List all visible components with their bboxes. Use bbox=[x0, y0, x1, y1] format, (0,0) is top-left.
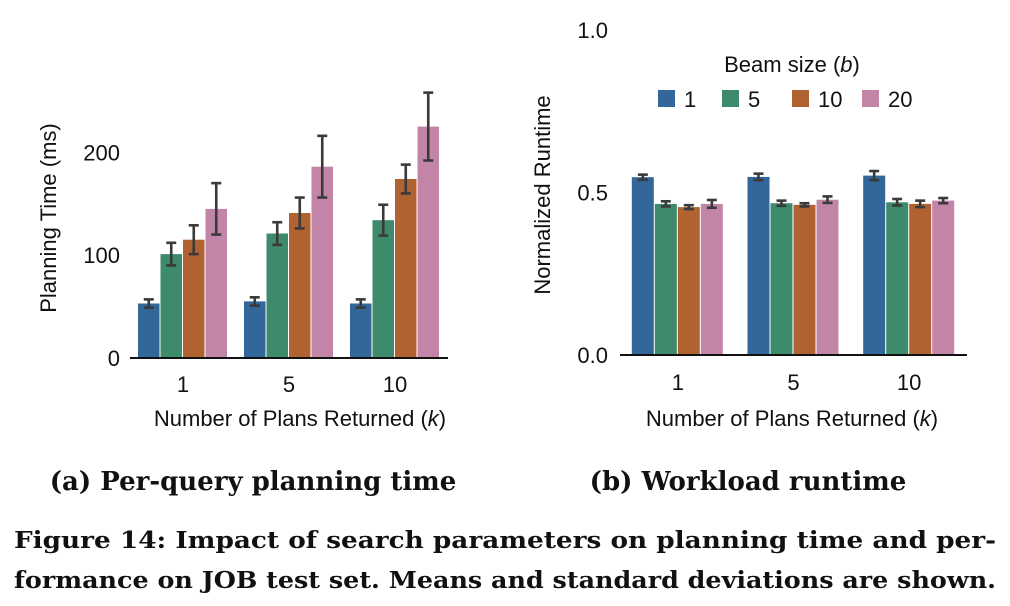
error-bar-b10-k10 bbox=[400, 163, 411, 195]
legend: Beam size (b) 1 5 10 20 bbox=[658, 52, 912, 112]
bar-b1-k1 bbox=[138, 303, 160, 358]
bar-b1-k1 bbox=[631, 177, 654, 355]
legend-label: 1 bbox=[684, 87, 696, 112]
legend-label: 10 bbox=[818, 87, 842, 112]
y-tick-label: 0.5 bbox=[577, 181, 608, 206]
error-bar-b5-k5 bbox=[272, 220, 283, 247]
error-bar-b1-k5 bbox=[753, 172, 764, 182]
y-tick-label: 200 bbox=[83, 140, 120, 165]
error-bar-b1-k5 bbox=[249, 296, 260, 307]
bar-b1-k10 bbox=[350, 303, 372, 358]
bar-b20-k10 bbox=[932, 200, 955, 355]
x-axis-label: Number of Plans Returned (k) bbox=[154, 406, 446, 431]
bar-b20-k5 bbox=[311, 166, 333, 358]
error-bar-b20-k10 bbox=[423, 91, 434, 162]
error-bar-b10-k5 bbox=[799, 201, 810, 208]
error-bar-b20-k1 bbox=[706, 198, 717, 210]
legend-swatch bbox=[722, 90, 739, 107]
error-bar-b20-k5 bbox=[317, 134, 328, 199]
bar-b5-k1 bbox=[160, 254, 182, 358]
legend-title: Beam size (b) bbox=[724, 52, 860, 77]
chart-planning-time: 0 100 200 1 5 10 Number of Plans Returned (k… bbox=[36, 91, 448, 431]
error-bar-b20-k10 bbox=[938, 196, 949, 205]
bar-b5-k10 bbox=[372, 220, 394, 358]
x-tick-label: 5 bbox=[787, 370, 799, 395]
figure-caption-line-1: Figure 14: Impact of search parameters o… bbox=[14, 526, 996, 554]
bar-b5-k5 bbox=[770, 203, 793, 355]
chart-workload-runtime: 0.0 0.5 1.0 1 5 10 Number of Plans Returned … bbox=[530, 18, 967, 431]
error-bar-b5-k1 bbox=[166, 241, 177, 267]
legend-label: 5 bbox=[748, 87, 760, 112]
legend-swatch bbox=[792, 90, 809, 107]
legend-swatch bbox=[658, 90, 675, 107]
bar-b10-k10 bbox=[909, 203, 932, 355]
error-bar-b20-k1 bbox=[211, 181, 222, 236]
x-tick-label: 10 bbox=[383, 372, 407, 397]
legend-entry-1: 1 bbox=[658, 87, 696, 112]
x-axis-label: Number of Plans Returned (k) bbox=[646, 406, 938, 431]
y-axis-label: Normalized Runtime bbox=[530, 95, 555, 294]
x-tick-label: 1 bbox=[672, 370, 684, 395]
bar-b20-k1 bbox=[205, 208, 227, 358]
y-tick-label: 0.0 bbox=[577, 343, 608, 368]
legend-label: 20 bbox=[888, 87, 912, 112]
bar-b5-k10 bbox=[886, 202, 909, 356]
figure-caption-line-2: formance on JOB test set. Means and stan… bbox=[14, 566, 996, 594]
bar-b10-k5 bbox=[793, 204, 816, 355]
y-tick-label: 100 bbox=[83, 243, 120, 268]
error-bar-b10-k5 bbox=[294, 196, 305, 230]
error-bar-b1-k10 bbox=[355, 298, 366, 309]
bar-b20-k5 bbox=[816, 199, 839, 355]
bar-b5-k1 bbox=[654, 203, 677, 355]
legend-entry-20: 20 bbox=[862, 87, 912, 112]
error-bar-b1-k1 bbox=[637, 173, 648, 182]
error-bar-b1-k10 bbox=[869, 169, 880, 182]
bar-b10-k1 bbox=[183, 239, 205, 358]
legend-entry-10: 10 bbox=[792, 87, 842, 112]
error-bar-b10-k10 bbox=[915, 199, 926, 209]
bar-b10-k5 bbox=[289, 213, 311, 358]
error-bar-b10-k1 bbox=[188, 224, 199, 256]
bar-b10-k1 bbox=[677, 207, 700, 355]
bar-b1-k5 bbox=[244, 301, 266, 358]
bar-b1-k5 bbox=[747, 176, 770, 355]
error-bar-b10-k1 bbox=[683, 203, 694, 211]
bar-b20-k1 bbox=[700, 203, 723, 355]
error-bar-b20-k5 bbox=[822, 195, 833, 205]
y-tick-label: 0 bbox=[108, 346, 120, 371]
error-bar-b5-k10 bbox=[378, 203, 389, 237]
subcaption-b: (b) Workload runtime bbox=[590, 467, 907, 497]
error-bar-b1-k1 bbox=[143, 298, 154, 309]
error-bar-b5-k10 bbox=[892, 197, 903, 207]
y-tick-label: 1.0 bbox=[577, 18, 608, 43]
subcaption-a: (a) Per-query planning time bbox=[50, 467, 457, 497]
legend-swatch bbox=[862, 90, 879, 107]
y-axis-label: Planning Time (ms) bbox=[36, 123, 61, 313]
x-tick-label: 5 bbox=[283, 372, 295, 397]
error-bar-b5-k5 bbox=[776, 199, 787, 208]
x-tick-label: 1 bbox=[177, 372, 189, 397]
bar-b20-k10 bbox=[417, 126, 439, 358]
legend-entry-5: 5 bbox=[722, 87, 760, 112]
x-tick-label: 10 bbox=[897, 370, 921, 395]
error-bar-b5-k1 bbox=[660, 199, 671, 208]
bar-b10-k10 bbox=[395, 179, 417, 358]
bar-b1-k10 bbox=[863, 175, 886, 355]
bar-b5-k5 bbox=[266, 233, 288, 358]
